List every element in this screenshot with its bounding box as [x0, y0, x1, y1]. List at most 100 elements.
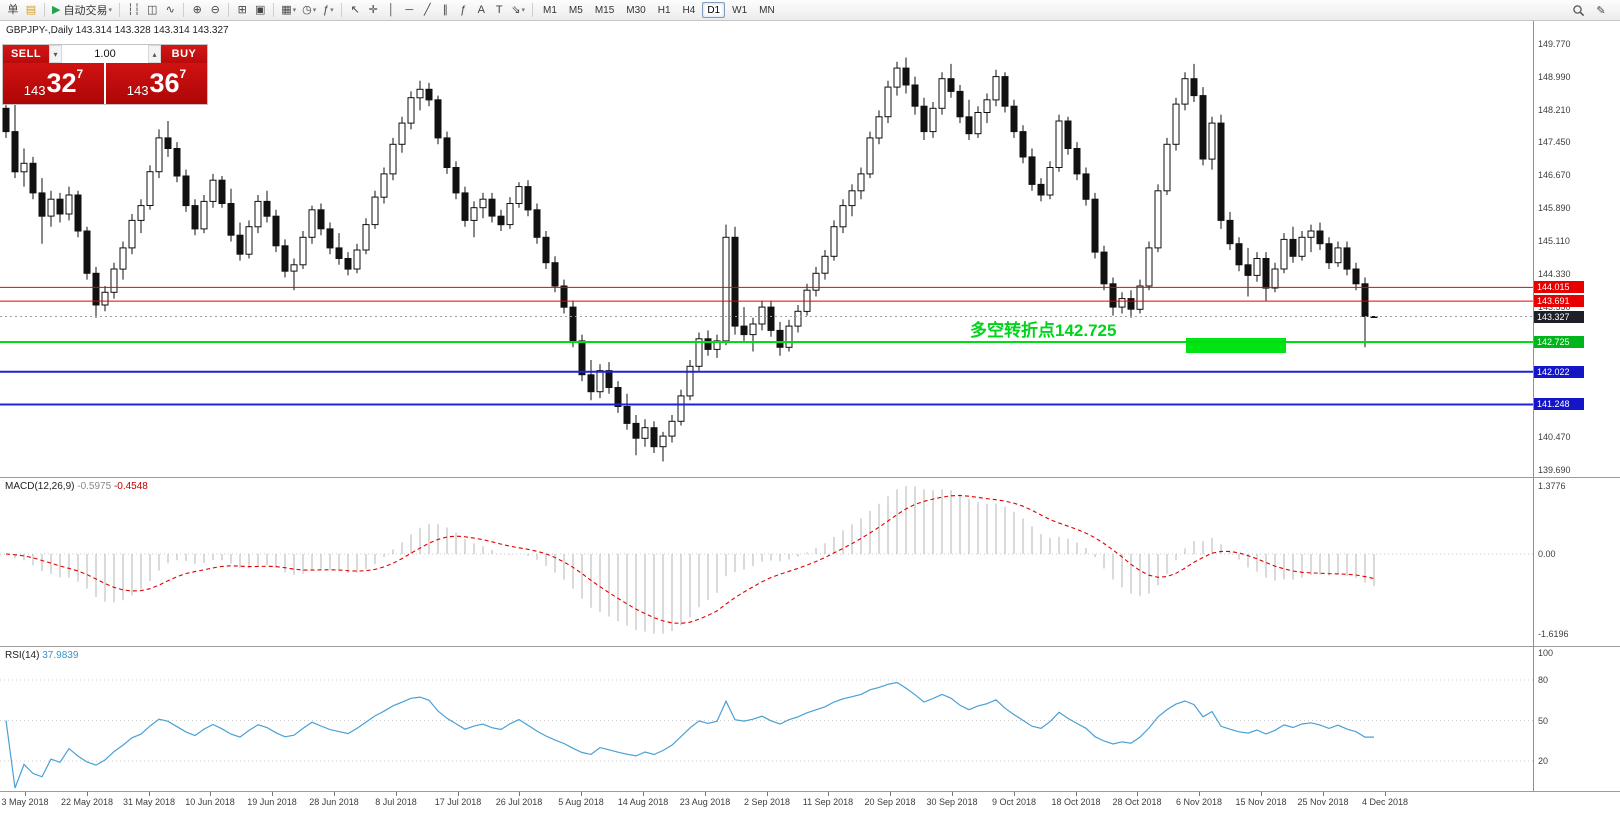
time-axis-label: 30 Sep 2018: [926, 797, 978, 807]
timeframe-button-W1[interactable]: W1: [732, 4, 748, 16]
timeframe-button-M5[interactable]: M5: [568, 4, 583, 16]
vertical-line-button[interactable]: │: [382, 2, 400, 19]
ask-price-button[interactable]: 143 36 7: [106, 63, 207, 104]
charts-folder-button[interactable]: ▤: [22, 2, 40, 19]
zoom-out-button[interactable]: ⊖: [206, 2, 224, 19]
sell-button[interactable]: SELL: [3, 45, 49, 63]
new-chart-button[interactable]: ▦ ▾: [278, 2, 299, 19]
channel-button[interactable]: ∥: [436, 2, 454, 19]
toolbar-separator: [273, 3, 275, 17]
ask-pip: 7: [179, 67, 187, 81]
crosshair-icon: ✛: [368, 3, 378, 16]
label-button[interactable]: T: [490, 2, 508, 19]
bar-chart-mode-button[interactable]: ┆┆: [124, 2, 143, 19]
bar-chart-mode-icon: ┆┆: [126, 3, 141, 16]
trendline-button[interactable]: ╱: [418, 2, 436, 19]
time-tick: [643, 792, 644, 796]
rsi-indicator-chart[interactable]: [0, 647, 1533, 791]
time-axis-label: 3 May 2018: [1, 797, 49, 807]
panel-splitter-macd[interactable]: [0, 477, 1620, 478]
search-icon[interactable]: [1569, 2, 1588, 19]
arrows-button[interactable]: ⇘ ▾: [508, 2, 528, 19]
auto-trading-icon: ▶: [52, 3, 61, 16]
price-chart[interactable]: [0, 21, 1533, 477]
panel-splitter-rsi[interactable]: [0, 646, 1620, 647]
time-axis: 3 May 2018 22 May 2018 31 May 2018 10 Jun 2…: [0, 792, 1620, 814]
chevron-down-icon: ▾: [292, 7, 297, 14]
auto-trading-button[interactable]: ▶ 自动交易 ▾: [49, 2, 115, 19]
ohlc-text: 143.314 143.328 143.314 143.327: [75, 25, 229, 36]
timeframe-button-D1[interactable]: D1: [702, 2, 726, 18]
timeframe-button-H4[interactable]: H4: [682, 4, 696, 16]
time-axis-label: 18 Oct 2018: [1051, 797, 1101, 807]
time-axis-label: 26 Jul 2018: [495, 797, 543, 807]
indicators-menu-button[interactable]: ƒ ▾: [319, 2, 337, 19]
axis-label: 50: [1538, 716, 1549, 726]
macd-value-signal: -0.4548: [113, 481, 148, 492]
axis-label: 148.210: [1538, 105, 1571, 115]
channel-icon: ∥: [442, 3, 449, 16]
lot-increase-button[interactable]: ▴: [148, 45, 161, 63]
macd-indicator-chart[interactable]: [0, 478, 1533, 646]
edit-icon[interactable]: ✎: [1596, 4, 1606, 17]
grid-button[interactable]: ⊞: [233, 2, 251, 19]
trendline-icon: ╱: [423, 3, 431, 16]
timeframe-button-M30[interactable]: M30: [626, 4, 646, 16]
axis-label: 143.550: [1538, 302, 1571, 312]
time-axis-label: 5 Aug 2018: [558, 797, 604, 807]
time-tick: [1076, 792, 1077, 796]
time-axis-label: 17 Jul 2018: [434, 797, 482, 807]
period-menu-button[interactable]: ◷ ▾: [299, 2, 319, 19]
text-button[interactable]: A: [472, 2, 490, 19]
chevron-down-icon: ▾: [312, 7, 317, 14]
time-axis-label: 9 Oct 2018: [991, 797, 1037, 807]
timeframe-button-M15[interactable]: M15: [594, 4, 615, 16]
axis-label: 20: [1538, 756, 1549, 766]
time-tick: [705, 792, 706, 796]
arrows-icon: ⇘: [511, 3, 521, 16]
axis-label: -1.6196: [1538, 629, 1569, 639]
axis-label: 147.450: [1538, 137, 1571, 147]
time-tick: [25, 792, 26, 796]
time-axis-label: 10 Jun 2018: [185, 797, 235, 807]
time-axis-label: 31 May 2018: [122, 797, 176, 807]
toolbar: 单 ▤ ▶ 自动交易 ▾ ┆┆ ◫ ∿ ⊕ ⊖ ⊞ ▣ ▦ ▾ ◷ ▾ ƒ ▾ ↖ ✛ │ ─ ╱ ∥ ƒ A T ⇘ ▾ M1 M5 M15…: [0, 0, 1620, 21]
line-chart-mode-button[interactable]: ∿: [161, 2, 179, 19]
highlight-box: [1186, 338, 1286, 353]
macd-value-main: -0.5975: [77, 481, 112, 492]
lot-decrease-button[interactable]: ▾: [49, 45, 62, 63]
crosshair-button[interactable]: ✛: [364, 2, 382, 19]
fibonacci-button[interactable]: ƒ: [454, 2, 472, 19]
toolbar-separator: [183, 3, 185, 17]
arrange-windows-button[interactable]: ▣: [251, 2, 269, 19]
toolbar-separator: [532, 3, 534, 17]
lot-size-field[interactable]: 1.00: [94, 48, 116, 60]
axis-label: 144.330: [1538, 269, 1571, 279]
timeframe-button-H1[interactable]: H1: [657, 4, 671, 16]
indicators-menu-icon: ƒ: [322, 3, 330, 16]
time-tick: [1014, 792, 1015, 796]
ask-main: 36: [149, 68, 180, 98]
timeframe-button-M1[interactable]: M1: [543, 4, 557, 16]
buy-button[interactable]: BUY: [161, 45, 207, 63]
auto-trading-label: 自动交易: [63, 5, 108, 17]
horizontal-line-button[interactable]: ─: [400, 2, 418, 19]
time-axis-label: 25 Nov 2018: [1297, 797, 1349, 807]
zoom-in-button[interactable]: ⊕: [188, 2, 206, 19]
candlestick-mode-button[interactable]: ◫: [143, 2, 161, 19]
time-axis-label: 2 Sep 2018: [743, 797, 791, 807]
symbol-period-text: GBPJPY-,Daily: [6, 25, 73, 36]
label-icon: T: [495, 3, 503, 16]
time-axis-label: 23 Aug 2018: [679, 797, 731, 807]
bid-main: 32: [46, 68, 77, 98]
axis-label: 0.00: [1538, 549, 1556, 559]
cursor-button[interactable]: ↖: [346, 2, 364, 19]
bid-price-button[interactable]: 143 32 7: [3, 63, 104, 104]
time-tick: [458, 792, 459, 796]
chevron-down-icon: ▾: [521, 7, 526, 14]
time-tick: [1261, 792, 1262, 796]
timeframe-button-MN[interactable]: MN: [759, 4, 775, 16]
new-order-button[interactable]: 单: [4, 2, 22, 19]
time-axis-label: 22 May 2018: [60, 797, 114, 807]
